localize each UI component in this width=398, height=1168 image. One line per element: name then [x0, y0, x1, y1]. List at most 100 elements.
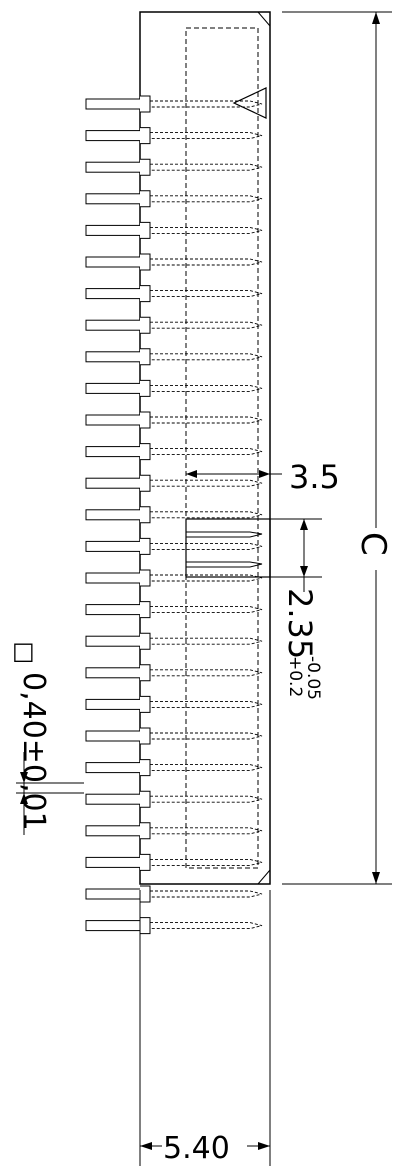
pin	[85, 853, 263, 871]
pin-lead	[85, 351, 149, 363]
pin-notch	[140, 664, 151, 682]
pitch-tol-plus: +0.2	[285, 656, 305, 697]
pin	[85, 506, 263, 524]
pin-hidden-contact	[150, 226, 263, 234]
pin-lead	[85, 319, 149, 331]
pin-notch	[140, 443, 151, 461]
pin-1-marker	[232, 87, 267, 119]
pin-notch	[140, 569, 151, 587]
pin-hidden-contact	[150, 700, 263, 708]
pin	[85, 822, 263, 840]
pin	[85, 695, 263, 713]
pin-notch	[140, 158, 151, 176]
pin-lead	[85, 477, 149, 489]
pin-hidden-contact	[150, 416, 263, 424]
arrow-icon	[300, 519, 308, 530]
pin-hidden-contact	[150, 542, 263, 550]
pin-hidden-contact	[150, 448, 263, 456]
pin	[85, 727, 263, 745]
pin	[85, 474, 263, 492]
pin-hidden-contact	[150, 574, 263, 582]
pin-notch	[140, 253, 151, 271]
pin	[85, 285, 263, 303]
pin-notch	[140, 348, 151, 366]
pin-hidden-contact	[150, 795, 263, 803]
pin-hidden-contact	[150, 100, 263, 108]
pin-lead	[85, 509, 149, 521]
pitch-tol-minus: -0.05	[303, 656, 323, 700]
dimension-overall: C	[282, 11, 393, 885]
pin-hidden-contact	[150, 258, 263, 266]
arrow-icon	[259, 470, 270, 478]
pin-notch	[140, 127, 151, 145]
square-symbol: □	[12, 637, 35, 665]
pin-lead	[85, 288, 149, 300]
pin-notch	[140, 316, 151, 334]
pin-notch	[140, 601, 151, 619]
pin	[85, 253, 263, 271]
pin	[85, 190, 263, 208]
detail-window	[185, 518, 271, 578]
pin-notch	[140, 885, 151, 903]
pin-hidden-contact	[150, 511, 263, 519]
arrow-icon	[20, 793, 28, 804]
triangle-icon	[232, 87, 267, 119]
pin-notch	[140, 190, 151, 208]
pin	[85, 537, 263, 555]
pin-notch	[140, 411, 151, 429]
detail-window-outline	[185, 518, 271, 578]
pin-lead	[85, 256, 149, 268]
pin	[85, 569, 263, 587]
pin-hidden-contact	[150, 321, 263, 329]
pin-lead	[85, 572, 149, 584]
pin-lead	[85, 888, 149, 900]
pin-lead	[85, 604, 149, 616]
arrow-icon	[186, 470, 197, 478]
pin-hidden-contact	[150, 479, 263, 487]
pin-hidden-contact	[150, 858, 263, 866]
pin-notch	[140, 95, 151, 113]
pin-hidden-contact	[150, 637, 263, 645]
cavity-outline	[185, 27, 259, 869]
pin	[85, 790, 263, 808]
housing-outline	[139, 11, 271, 885]
pin-hidden-contact	[150, 290, 263, 298]
width-dim-label: 5.40	[163, 1131, 230, 1166]
pin-lead	[85, 161, 149, 173]
pin-lead	[85, 446, 149, 458]
detail-contact-tip-1	[249, 531, 263, 538]
pin	[85, 885, 263, 903]
pin	[85, 443, 263, 461]
pin-notch	[140, 474, 151, 492]
arrow-icon	[372, 12, 380, 24]
pin-lead	[85, 635, 149, 647]
dimension-pin-size: 0,40±0,01 □	[12, 637, 84, 835]
pin	[85, 316, 263, 334]
pin-lead	[85, 382, 149, 394]
pin-lead	[85, 193, 149, 205]
connector-body	[139, 11, 271, 885]
arrow-icon	[20, 772, 28, 783]
pin-notch	[140, 221, 151, 239]
pin	[85, 759, 263, 777]
pin-hidden-contact	[150, 764, 263, 772]
pin	[85, 664, 263, 682]
pin-notch	[140, 822, 151, 840]
pin-lead	[85, 667, 149, 679]
pin-hidden-contact	[150, 669, 263, 677]
pin-size-label: 0,40±0,01	[16, 672, 51, 831]
pin-lead	[85, 825, 149, 837]
pin-lead	[85, 98, 149, 110]
pin-lead	[85, 856, 149, 868]
pin-lead	[85, 920, 149, 932]
pin-hidden-contact	[150, 353, 263, 361]
pitch-dim-label: 2.35	[281, 588, 319, 659]
pin-hidden-contact	[150, 195, 263, 203]
pin	[85, 601, 263, 619]
pin	[85, 127, 263, 145]
pin-lead	[85, 698, 149, 710]
depth-dim-label: 3.5	[289, 458, 340, 496]
pin-notch	[140, 632, 151, 650]
pin	[85, 158, 263, 176]
